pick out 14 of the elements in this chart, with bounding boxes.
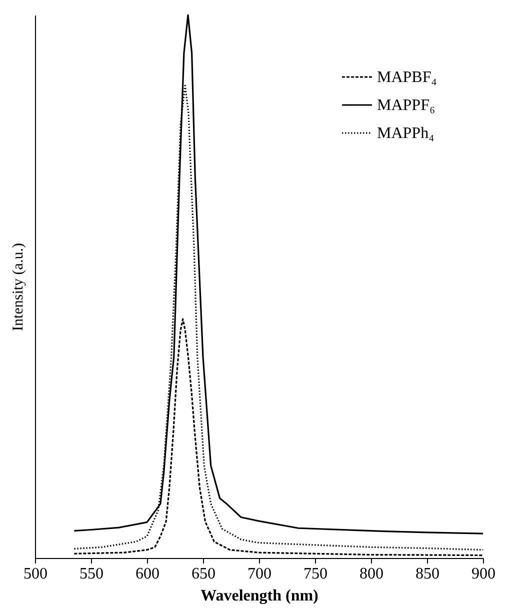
- x-tick-label: 900: [472, 566, 496, 582]
- y-axis-title: Intensity (a.u.): [10, 243, 26, 331]
- legend-label: MAPPF₆: [377, 97, 436, 114]
- x-tick-label: 800: [360, 566, 384, 582]
- x-tick-label: 550: [80, 566, 104, 582]
- x-axis-title: Wavelength (nm): [200, 588, 318, 604]
- x-tick-label: 600: [136, 566, 160, 582]
- x-tick-label: 650: [192, 566, 216, 582]
- x-tick-label: 700: [248, 566, 272, 582]
- legend-label: MAPPh₄: [377, 125, 435, 142]
- x-tick-label: 850: [416, 566, 440, 582]
- x-tick-label: 750: [304, 566, 328, 582]
- x-tick-label: 500: [24, 566, 48, 582]
- legend-label: MAPBF₄: [377, 69, 438, 86]
